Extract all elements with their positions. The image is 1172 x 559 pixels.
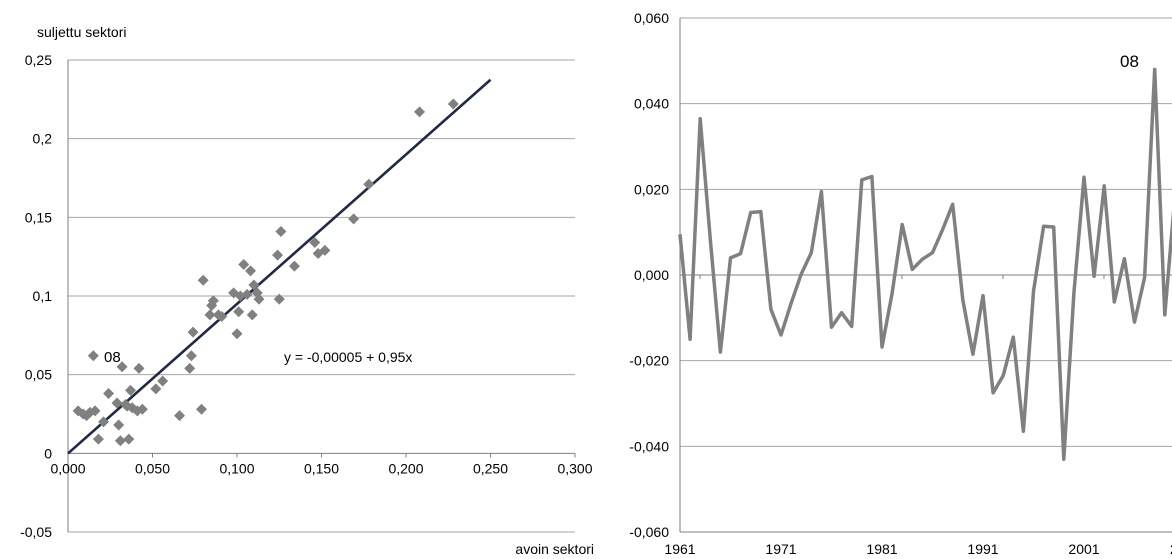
scatter-point — [216, 310, 228, 322]
scatter-trendline — [67, 78, 492, 455]
scatter-y-tick-labels: -0,05 0 0,05 0,1 0,15 0,2 0,25 — [20, 52, 52, 540]
line-x-tick-label: 1971 — [765, 541, 796, 557]
line-series-group — [678, 67, 1172, 461]
scatter-point — [150, 383, 162, 395]
scatter-point — [363, 178, 375, 190]
scatter-point — [248, 279, 260, 291]
scatter-point — [275, 225, 287, 237]
scatter-point — [309, 237, 321, 249]
scatter-point — [185, 350, 197, 362]
scatter-point — [253, 293, 265, 305]
scatter-point — [273, 293, 285, 305]
scatter-point — [114, 435, 126, 447]
scatter-point — [207, 295, 219, 307]
scatter-point — [89, 405, 101, 417]
scatter-point — [87, 350, 99, 362]
scatter-y-tick-label: 0,15 — [25, 209, 52, 225]
scatter-point — [92, 433, 104, 445]
scatter-point — [116, 361, 128, 373]
scatter-y-tick-label: 0,05 — [25, 367, 52, 383]
line-x-tick-labels: 1961 1971 1981 1991 2001 2011 — [664, 541, 1172, 557]
scatter-x-tick-label: 0,000 — [50, 460, 85, 476]
scatter-chart: -0,05 0 0,05 0,1 0,15 0,2 0,25 0,000 0,050 0,100… — [20, 24, 594, 557]
line-y-tick-label: -0,020 — [629, 353, 669, 369]
line-axes — [679, 18, 1172, 533]
scatter-point — [187, 326, 199, 338]
scatter-trendline-group — [67, 78, 492, 455]
scatter-point — [103, 388, 115, 400]
scatter-gridlines — [68, 59, 575, 533]
scatter-y-tick-label: -0,05 — [20, 524, 52, 540]
scatter-point — [319, 244, 331, 256]
line-x-tick-label: 2011 — [1170, 541, 1172, 557]
line-y-tick-label: 0,060 — [634, 10, 669, 26]
scatter-x-tick-label: 0,200 — [388, 460, 423, 476]
scatter-point — [174, 410, 186, 422]
scatter-y-tick-label: 0,1 — [33, 288, 53, 304]
line-y-tick-label: 0,020 — [634, 181, 669, 197]
line-y-tick-label: 0,000 — [634, 267, 669, 283]
scatter-point — [238, 259, 250, 271]
scatter-point — [125, 384, 137, 396]
scatter-points — [72, 98, 459, 447]
scatter-point — [288, 260, 300, 272]
scatter-point — [133, 362, 145, 374]
scatter-point — [184, 362, 196, 374]
line-chart: -0,060 -0,040 -0,020 0,000 0,020 0,040 0,060 1… — [629, 10, 1172, 557]
scatter-point — [196, 403, 208, 415]
scatter-point — [246, 309, 258, 321]
line-x-tick-label: 1961 — [664, 541, 695, 557]
scatter-x-tick-label: 0,100 — [219, 460, 254, 476]
scatter-point — [233, 306, 245, 318]
scatter-point — [113, 419, 125, 431]
scatter-point — [414, 106, 426, 118]
scatter-x-tick-labels: 0,000 0,050 0,100 0,150 0,200 0,250 0,300 — [50, 460, 592, 476]
line-x-tick-label: 1991 — [967, 541, 998, 557]
scatter-point — [204, 309, 216, 321]
scatter-point-annotation: 08 — [104, 349, 121, 366]
scatter-point — [231, 328, 243, 340]
line-series — [678, 67, 1172, 461]
line-x-tick-label: 1981 — [866, 541, 897, 557]
line-y-tick-labels: -0,060 -0,040 -0,020 0,000 0,020 0,040 0,060 — [629, 10, 669, 540]
scatter-y-tick-label: 0,2 — [33, 131, 53, 147]
scatter-point — [111, 397, 123, 409]
scatter-x-tick-label: 0,150 — [304, 460, 339, 476]
scatter-x-axis-label: avoin sektori — [515, 541, 594, 557]
scatter-x-tick-label: 0,300 — [557, 460, 592, 476]
scatter-point — [241, 288, 253, 300]
line-x-tick-label: 2001 — [1068, 541, 1099, 557]
line-y-tick-label: -0,060 — [629, 524, 669, 540]
scatter-point — [272, 249, 284, 261]
scatter-point — [197, 274, 209, 286]
scatter-point — [97, 416, 109, 428]
scatter-point — [245, 265, 257, 277]
scatter-x-tick-label: 0,250 — [473, 460, 508, 476]
scatter-y-axis-label: suljettu sektori — [37, 24, 126, 40]
scatter-point — [348, 213, 360, 225]
line-y-tick-label: -0,040 — [629, 438, 669, 454]
scatter-y-tick-label: 0,25 — [25, 52, 52, 68]
line-peak-annotation: 08 — [1120, 52, 1139, 71]
scatter-x-tick-label: 0,050 — [135, 460, 170, 476]
scatter-point — [123, 433, 135, 445]
scatter-point — [157, 375, 169, 387]
scatter-y-tick-label: 0 — [44, 445, 52, 461]
line-y-tick-label: 0,040 — [634, 96, 669, 112]
scatter-point — [447, 98, 459, 110]
scatter-point — [136, 403, 148, 415]
scatter-equation-label: y = -0,00005 + 0,95x — [284, 349, 412, 365]
